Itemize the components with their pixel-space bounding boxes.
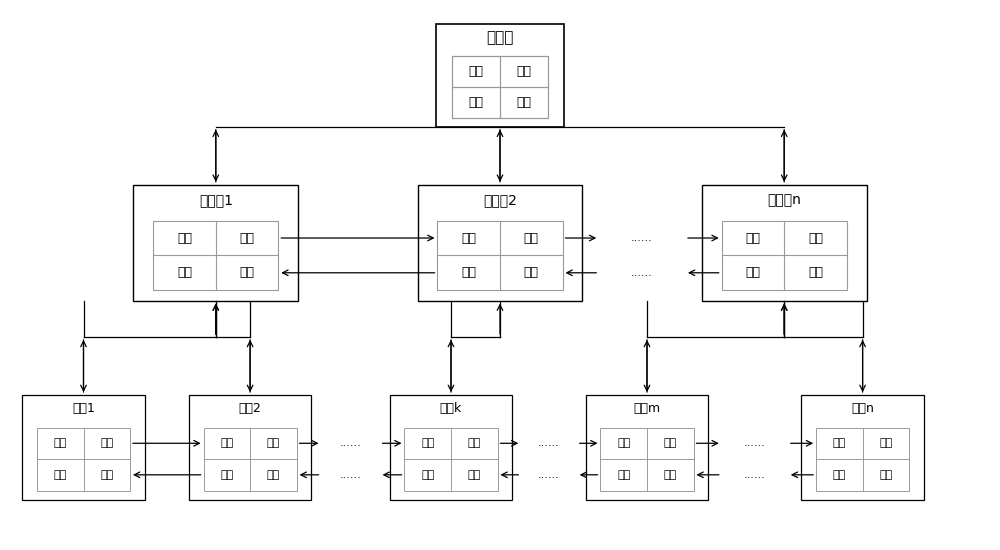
Bar [436, 24, 564, 126]
Bar [600, 427, 694, 491]
Text: 光伏: 光伏 [267, 438, 280, 448]
Text: 储能: 储能 [664, 470, 677, 480]
Text: 风电: 风电 [617, 438, 630, 448]
Bar [390, 395, 512, 500]
Text: 储能: 储能 [267, 470, 280, 480]
Text: 线表n: 线表n [851, 402, 874, 415]
Text: 线表k: 线表k [440, 402, 462, 415]
Bar [816, 427, 909, 491]
Text: 储能: 储能 [524, 266, 539, 279]
Text: 光伏: 光伏 [879, 438, 893, 448]
Bar [586, 395, 708, 500]
Bar [452, 56, 548, 118]
Text: 风电: 风电 [461, 232, 476, 245]
Text: 储能: 储能 [468, 470, 481, 480]
Text: 线表1: 线表1 [72, 402, 95, 415]
Text: ......: ...... [340, 470, 361, 480]
Text: 负荷: 负荷 [421, 470, 434, 480]
Text: 储能: 储能 [879, 470, 893, 480]
Bar [133, 185, 298, 301]
Text: 风电: 风电 [745, 232, 760, 245]
Bar [189, 395, 311, 500]
Text: 风电: 风电 [833, 438, 846, 448]
Text: 光伏: 光伏 [100, 438, 113, 448]
Text: 储能: 储能 [517, 96, 532, 109]
Text: ......: ...... [538, 470, 560, 480]
Text: ......: ...... [538, 438, 560, 448]
Bar [418, 185, 582, 301]
Text: ......: ...... [340, 438, 361, 448]
Text: 光伏: 光伏 [517, 65, 532, 78]
Text: 光伏: 光伏 [468, 438, 481, 448]
Text: 光伏: 光伏 [240, 232, 255, 245]
Bar [22, 395, 145, 500]
Text: 微电网: 微电网 [486, 30, 514, 45]
Text: 负荷: 负荷 [220, 470, 233, 480]
Bar [37, 427, 130, 491]
Text: 子微网n: 子微网n [767, 193, 801, 207]
Text: ......: ...... [744, 470, 766, 480]
Text: 负荷: 负荷 [833, 470, 846, 480]
Text: 风电: 风电 [421, 438, 434, 448]
Text: 光伏: 光伏 [664, 438, 677, 448]
Bar [153, 221, 278, 290]
Text: 光伏: 光伏 [524, 232, 539, 245]
Text: 储能: 储能 [240, 266, 255, 279]
Text: 负荷: 负荷 [468, 96, 483, 109]
Bar [404, 427, 498, 491]
Text: 线表2: 线表2 [239, 402, 262, 415]
Text: 风电: 风电 [468, 65, 483, 78]
Text: 负荷: 负荷 [745, 266, 760, 279]
Text: 风电: 风电 [220, 438, 233, 448]
Bar [702, 185, 867, 301]
Text: ......: ...... [631, 233, 653, 243]
Text: 子微网2: 子微网2 [483, 193, 517, 207]
Text: 子微网1: 子微网1 [199, 193, 233, 207]
Text: 储能: 储能 [808, 266, 823, 279]
Text: 负荷: 负荷 [177, 266, 192, 279]
Bar [801, 395, 924, 500]
Bar [722, 221, 847, 290]
Text: 风电: 风电 [54, 438, 67, 448]
Bar [204, 427, 297, 491]
Text: 线表m: 线表m [633, 402, 661, 415]
Text: ......: ...... [631, 268, 653, 278]
Bar [437, 221, 563, 290]
Text: 风电: 风电 [177, 232, 192, 245]
Text: 负荷: 负荷 [461, 266, 476, 279]
Text: 负荷: 负荷 [54, 470, 67, 480]
Text: ......: ...... [744, 438, 766, 448]
Text: 光伏: 光伏 [808, 232, 823, 245]
Text: 储能: 储能 [100, 470, 113, 480]
Text: 负荷: 负荷 [617, 470, 630, 480]
